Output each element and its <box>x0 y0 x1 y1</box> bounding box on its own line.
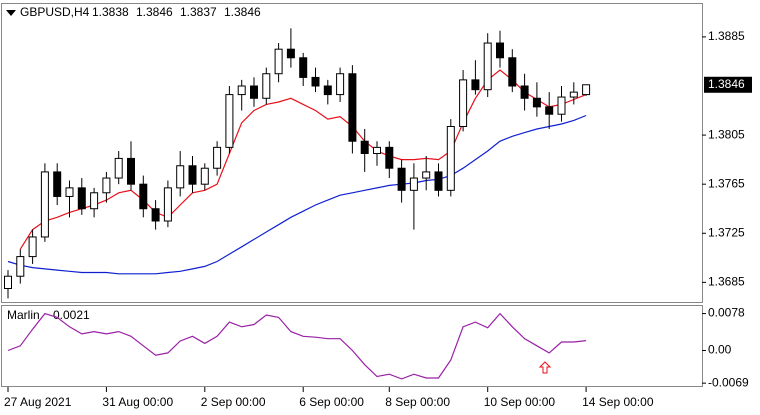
candle-body <box>250 85 258 99</box>
y-tick-label: 1.3725 <box>708 225 745 239</box>
low-price: 1.3837 <box>180 5 217 19</box>
open-price: 1.3838 <box>92 5 129 19</box>
candle-body <box>569 91 578 98</box>
indicator-line <box>7 312 587 380</box>
indicator-line <box>7 114 587 275</box>
candle-body <box>385 146 394 169</box>
candle-body <box>28 236 37 258</box>
candle-body <box>188 165 197 185</box>
y-tick-label: -0.0069 <box>708 375 749 389</box>
candle-body <box>434 171 443 191</box>
candle-body <box>40 171 49 238</box>
candle-body <box>409 177 418 191</box>
current-price: 1.3846 <box>708 77 745 91</box>
x-tick-label: 10 Sep 00:00 <box>484 395 556 409</box>
candle-body <box>348 73 357 142</box>
candle-body <box>102 177 111 194</box>
main-frame <box>1 3 703 303</box>
candle-body <box>237 85 246 96</box>
candle-body <box>4 275 12 289</box>
x-tick-label: 27 Aug 2021 <box>4 395 72 409</box>
candle-body <box>360 140 369 155</box>
x-tick-label: 31 Aug 00:00 <box>102 395 173 409</box>
candle-body <box>127 157 135 185</box>
candle-body <box>225 94 234 148</box>
candle-body <box>397 167 406 191</box>
x-tick-label: 14 Sep 00:00 <box>582 395 654 409</box>
candle-body <box>336 73 345 96</box>
candle-body <box>65 187 74 197</box>
candle-body <box>373 146 381 154</box>
candle-body <box>77 187 86 210</box>
candle-body <box>422 171 431 179</box>
candle-body <box>53 171 62 197</box>
candle-body <box>557 96 566 115</box>
signal-arrow <box>538 361 552 374</box>
y-tick-label: 1.3765 <box>708 176 745 190</box>
current-price-box <box>704 76 752 93</box>
candle-body <box>545 106 554 115</box>
candle-body <box>471 79 480 91</box>
y-tick-label: 1.3885 <box>708 29 745 43</box>
candle-body <box>446 126 455 191</box>
candle-body <box>176 165 185 189</box>
y-tick-label: 0.0078 <box>708 306 745 320</box>
candle-body <box>582 84 591 96</box>
y-tick-label: 1.3805 <box>708 127 745 141</box>
candle-body <box>299 57 308 78</box>
close-price: 1.3846 <box>224 5 261 19</box>
candle-body <box>200 167 209 185</box>
candle-body <box>139 183 148 210</box>
candle-body <box>262 73 271 99</box>
candle-body <box>483 42 492 91</box>
candle-body <box>459 79 468 128</box>
x-tick-label: 2 Sep 00:00 <box>201 395 266 409</box>
candle-body <box>496 42 504 59</box>
candle-body <box>274 48 283 75</box>
indicator-value: 0.0021 <box>53 308 90 322</box>
x-tick-label: 6 Sep 00:00 <box>299 395 364 409</box>
candle-body <box>163 187 172 222</box>
indicator-line <box>19 69 587 250</box>
candle-body <box>323 85 332 96</box>
high-price: 1.3846 <box>136 5 173 19</box>
menu-triangle <box>6 10 16 16</box>
x-tick-label: 8 Sep 00:00 <box>385 395 450 409</box>
sub-frame <box>1 305 703 387</box>
indicator-name: Marlin <box>7 308 40 322</box>
candle-body <box>532 97 541 108</box>
candle-body <box>90 192 99 210</box>
y-tick-label: 0.00 <box>708 343 732 357</box>
candle-body <box>213 146 222 169</box>
candle-body <box>311 76 320 87</box>
symbol: GBPUSD,H4 <box>20 5 90 19</box>
candle-body <box>151 208 160 222</box>
candle-body <box>114 157 123 179</box>
candle-body <box>16 256 25 277</box>
y-tick-label: 1.3685 <box>708 275 745 289</box>
candle-body <box>520 85 529 99</box>
candle-body <box>508 57 517 87</box>
candle-body <box>286 48 295 59</box>
